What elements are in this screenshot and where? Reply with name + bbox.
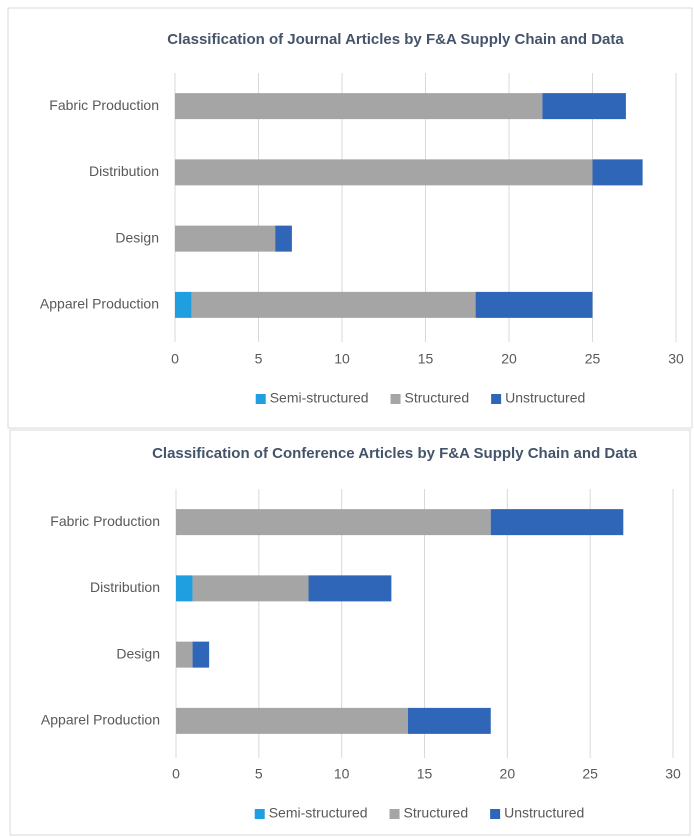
legend-swatch [255, 394, 266, 404]
bar-segment [308, 575, 392, 602]
legend-label: Semi-structured [270, 390, 369, 406]
x-tick-label: 20 [501, 351, 517, 367]
x-tick-label: 0 [171, 351, 179, 367]
bar-segment [592, 159, 643, 186]
y-tick-label: Fabric Production [50, 513, 160, 529]
bar-segment [475, 291, 593, 318]
x-tick-label: 5 [255, 766, 263, 782]
x-tick-label: 15 [418, 351, 434, 367]
bar-segment [176, 509, 491, 536]
bar-segment [192, 641, 210, 668]
x-tick-label: 25 [585, 351, 601, 367]
legend-label: Structured [405, 390, 470, 406]
legend-label: Semi-structured [269, 805, 368, 821]
x-tick-label: 25 [582, 766, 598, 782]
x-tick-label: 10 [334, 766, 350, 782]
y-tick-label: Apparel Production [41, 712, 160, 728]
bar-segment [175, 291, 192, 318]
bar-segment [175, 159, 593, 186]
y-tick-label: Fabric Production [49, 97, 159, 113]
bar-segment [176, 575, 193, 602]
legend-swatch [389, 809, 400, 819]
y-tick-label: Apparel Production [40, 296, 159, 312]
legend-swatch [254, 809, 265, 819]
x-tick-label: 20 [500, 766, 516, 782]
x-tick-label: 15 [417, 766, 433, 782]
x-tick-label: 5 [255, 351, 263, 367]
legend-label: Structured [404, 805, 469, 821]
y-tick-label: Design [115, 229, 159, 245]
bar-segment [407, 707, 491, 734]
bar-segment [275, 225, 292, 252]
x-tick-label: 30 [665, 766, 681, 782]
bar-segment [191, 291, 476, 318]
chart-title: Classification of Conference Articles by… [152, 445, 637, 462]
y-tick-label: Design [116, 645, 160, 661]
y-tick-label: Distribution [90, 579, 160, 595]
legend-swatch [490, 809, 501, 819]
x-tick-label: 30 [668, 351, 684, 367]
bar-segment [490, 509, 624, 536]
bar-segment [176, 641, 193, 668]
bar-segment [175, 93, 543, 120]
chart-title: Classification of Journal Articles by F&… [167, 31, 624, 48]
legend-label: Unstructured [504, 805, 584, 821]
bar-segment [176, 707, 408, 734]
legend-swatch [390, 394, 401, 404]
chart-frame [7, 7, 693, 429]
bar-segment [192, 575, 309, 602]
bar-segment [542, 93, 626, 120]
chart-frame [9, 429, 691, 836]
y-tick-label: Distribution [89, 163, 159, 179]
x-tick-label: 0 [172, 766, 180, 782]
x-tick-label: 10 [334, 351, 350, 367]
legend-label: Unstructured [505, 390, 585, 406]
bar-segment [175, 225, 276, 252]
legend-swatch [491, 394, 502, 404]
